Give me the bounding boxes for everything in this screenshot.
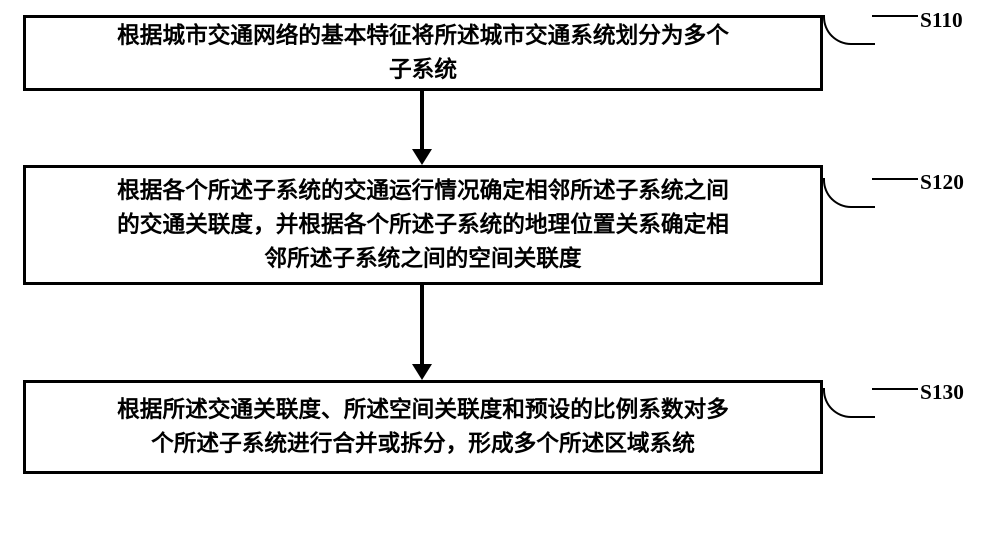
label-connector-curve (823, 388, 875, 418)
step-label-s110: S110 (920, 8, 963, 33)
step-label-s120: S120 (920, 170, 964, 195)
arrow-head-icon (412, 149, 432, 165)
flow-box-text: 根据城市交通网络的基本特征将所述城市交通系统划分为多个 子系统 (117, 19, 729, 87)
arrow-shaft (420, 91, 424, 149)
label-connector-curve (823, 15, 875, 45)
arrow-shaft (420, 285, 424, 364)
flowchart-canvas: 根据城市交通网络的基本特征将所述城市交通系统划分为多个 子系统根据各个所述子系统… (0, 0, 999, 542)
flow-box-s110: 根据城市交通网络的基本特征将所述城市交通系统划分为多个 子系统 (23, 15, 823, 91)
label-connector-curve (823, 178, 875, 208)
flow-box-text: 根据各个所述子系统的交通运行情况确定相邻所述子系统之间 的交通关联度，并根据各个… (117, 174, 729, 276)
label-connector-line (872, 15, 918, 17)
label-connector-line (872, 178, 918, 180)
arrow-head-icon (412, 364, 432, 380)
label-connector-line (872, 388, 918, 390)
step-label-s130: S130 (920, 380, 964, 405)
flow-box-s130: 根据所述交通关联度、所述空间关联度和预设的比例系数对多 个所述子系统进行合并或拆… (23, 380, 823, 474)
flow-box-text: 根据所述交通关联度、所述空间关联度和预设的比例系数对多 个所述子系统进行合并或拆… (117, 393, 729, 461)
flow-box-s120: 根据各个所述子系统的交通运行情况确定相邻所述子系统之间 的交通关联度，并根据各个… (23, 165, 823, 285)
